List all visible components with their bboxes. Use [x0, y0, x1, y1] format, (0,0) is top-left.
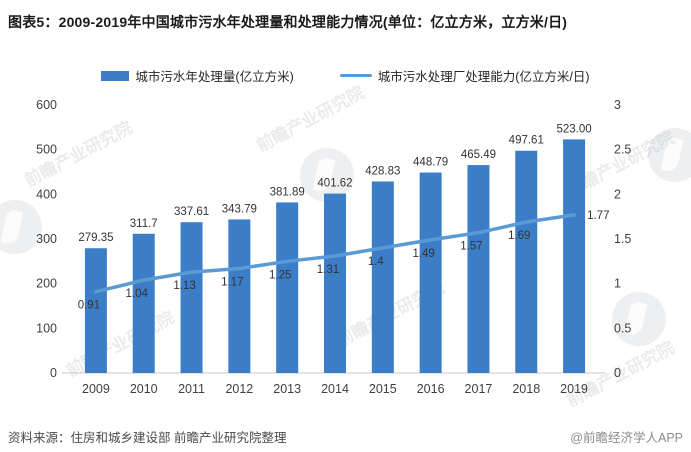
- bar-value-label: 497.61: [509, 135, 544, 147]
- chart-title: 图表5：2009-2019年中国城市污水年处理量和处理能力情况(单位：亿立方米，…: [8, 14, 568, 30]
- line-point-label: 1.31: [317, 264, 339, 276]
- line-point-label: 1.77: [587, 210, 609, 222]
- bar-2013: [276, 202, 299, 373]
- bar-2015: [371, 181, 394, 373]
- x-axis-category-label: 2011: [178, 382, 205, 396]
- bar-value-label: 337.61: [174, 206, 209, 218]
- bar-value-label: 523.00: [556, 123, 591, 135]
- line-series-swatch-icon: [339, 73, 372, 78]
- bar-value-label: 428.83: [365, 165, 400, 177]
- x-axis-category-label: 2009: [82, 382, 110, 396]
- legend-bar-series-label: 城市污水年处理量(亿立方米): [135, 70, 294, 84]
- right-axis-tick-label: 3: [614, 98, 621, 112]
- line-point-label: 1.57: [460, 241, 482, 253]
- bar-value-label: 343.79: [222, 203, 257, 215]
- bar-2017: [467, 165, 490, 373]
- x-axis-category-label: 2017: [465, 382, 493, 396]
- bar-value-label: 311.7: [130, 218, 158, 230]
- left-axis-tick-label: 0: [50, 366, 57, 380]
- legend-item-bar-series: 城市污水年处理量(亿立方米): [101, 66, 294, 85]
- legend-item-line-series: 城市污水处理厂处理能力(亿立方米/日): [339, 66, 590, 85]
- line-point-label: 1.17: [221, 276, 243, 288]
- line-point-label: 1.25: [269, 269, 291, 281]
- right-axis-tick-label: 2.5: [614, 143, 631, 157]
- line-series-path: [94, 213, 576, 294]
- bar-2010: [132, 233, 155, 373]
- bar-value-label: 279.35: [78, 232, 113, 244]
- bar-value-label: 465.49: [461, 149, 496, 161]
- x-axis-category-label: 2013: [273, 382, 301, 396]
- right-axis-tick-label: 2: [614, 187, 621, 201]
- chart-legend: 城市污水年处理量(亿立方米) 城市污水处理厂处理能力(亿立方米/日): [0, 66, 691, 85]
- left-axis-tick-label: 300: [36, 232, 57, 246]
- x-axis-category-label: 2015: [369, 382, 397, 396]
- bar-value-label: 448.79: [413, 157, 448, 169]
- x-axis-category-label: 2014: [321, 382, 349, 396]
- right-axis-tick-label: 1.5: [614, 232, 631, 246]
- x-axis-category-label: 2016: [417, 382, 445, 396]
- brand-note: @前瞻经济学人APP: [570, 431, 683, 445]
- left-axis-tick-label: 500: [36, 143, 57, 157]
- left-axis-tick-label: 400: [36, 187, 57, 201]
- left-axis-tick-label: 200: [36, 277, 57, 291]
- chart-svg: 0 100 200 300 400 500 600 0 0.5 1 1.5 2 2.5 3 2009 2010…: [36, 98, 631, 396]
- line-point-label: 1.04: [126, 288, 149, 300]
- bar-2019: [563, 139, 586, 373]
- bar-2018: [515, 150, 538, 373]
- right-axis-tick-label: 1: [614, 277, 621, 291]
- line-point-label: 1.69: [508, 230, 530, 242]
- right-axis-tick-label: 0: [614, 366, 621, 380]
- bar-2009: [84, 248, 107, 373]
- chart-plot-area: 0 100 200 300 400 500 600 0 0.5 1 1.5 2 2.5 3 2009 2010…: [0, 92, 691, 404]
- line-point-label: 1.49: [412, 248, 434, 260]
- bar-series-swatch-icon: [101, 70, 130, 81]
- bar-2012: [228, 219, 251, 373]
- source-note: 资料来源：住房和城乡建设部 前瞻产业研究院整理: [8, 431, 287, 445]
- line-point-label: 0.91: [78, 300, 100, 312]
- line-point-label: 1.4: [368, 256, 385, 268]
- bar-value-label: 381.89: [270, 186, 305, 198]
- bar-2016: [419, 172, 442, 373]
- x-axis-category-label: 2019: [560, 382, 588, 396]
- bar-2011: [180, 222, 203, 373]
- x-axis-category-label: 2010: [130, 382, 158, 396]
- right-axis-tick-label: 0.5: [614, 321, 631, 335]
- line-point-label: 1.13: [173, 280, 195, 292]
- bar-2014: [324, 193, 346, 373]
- x-axis-category-label: 2018: [512, 382, 540, 396]
- bar-value-label: 401.62: [317, 178, 352, 190]
- left-axis-tick-label: 100: [36, 321, 57, 335]
- left-axis-tick-label: 600: [36, 98, 57, 112]
- x-axis-category-label: 2012: [225, 382, 253, 396]
- legend-line-series-label: 城市污水处理厂处理能力(亿立方米/日): [377, 70, 590, 84]
